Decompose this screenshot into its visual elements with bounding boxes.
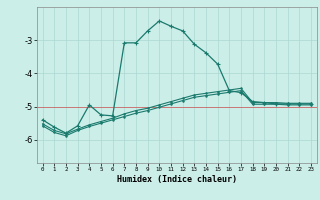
X-axis label: Humidex (Indice chaleur): Humidex (Indice chaleur)	[117, 175, 237, 184]
